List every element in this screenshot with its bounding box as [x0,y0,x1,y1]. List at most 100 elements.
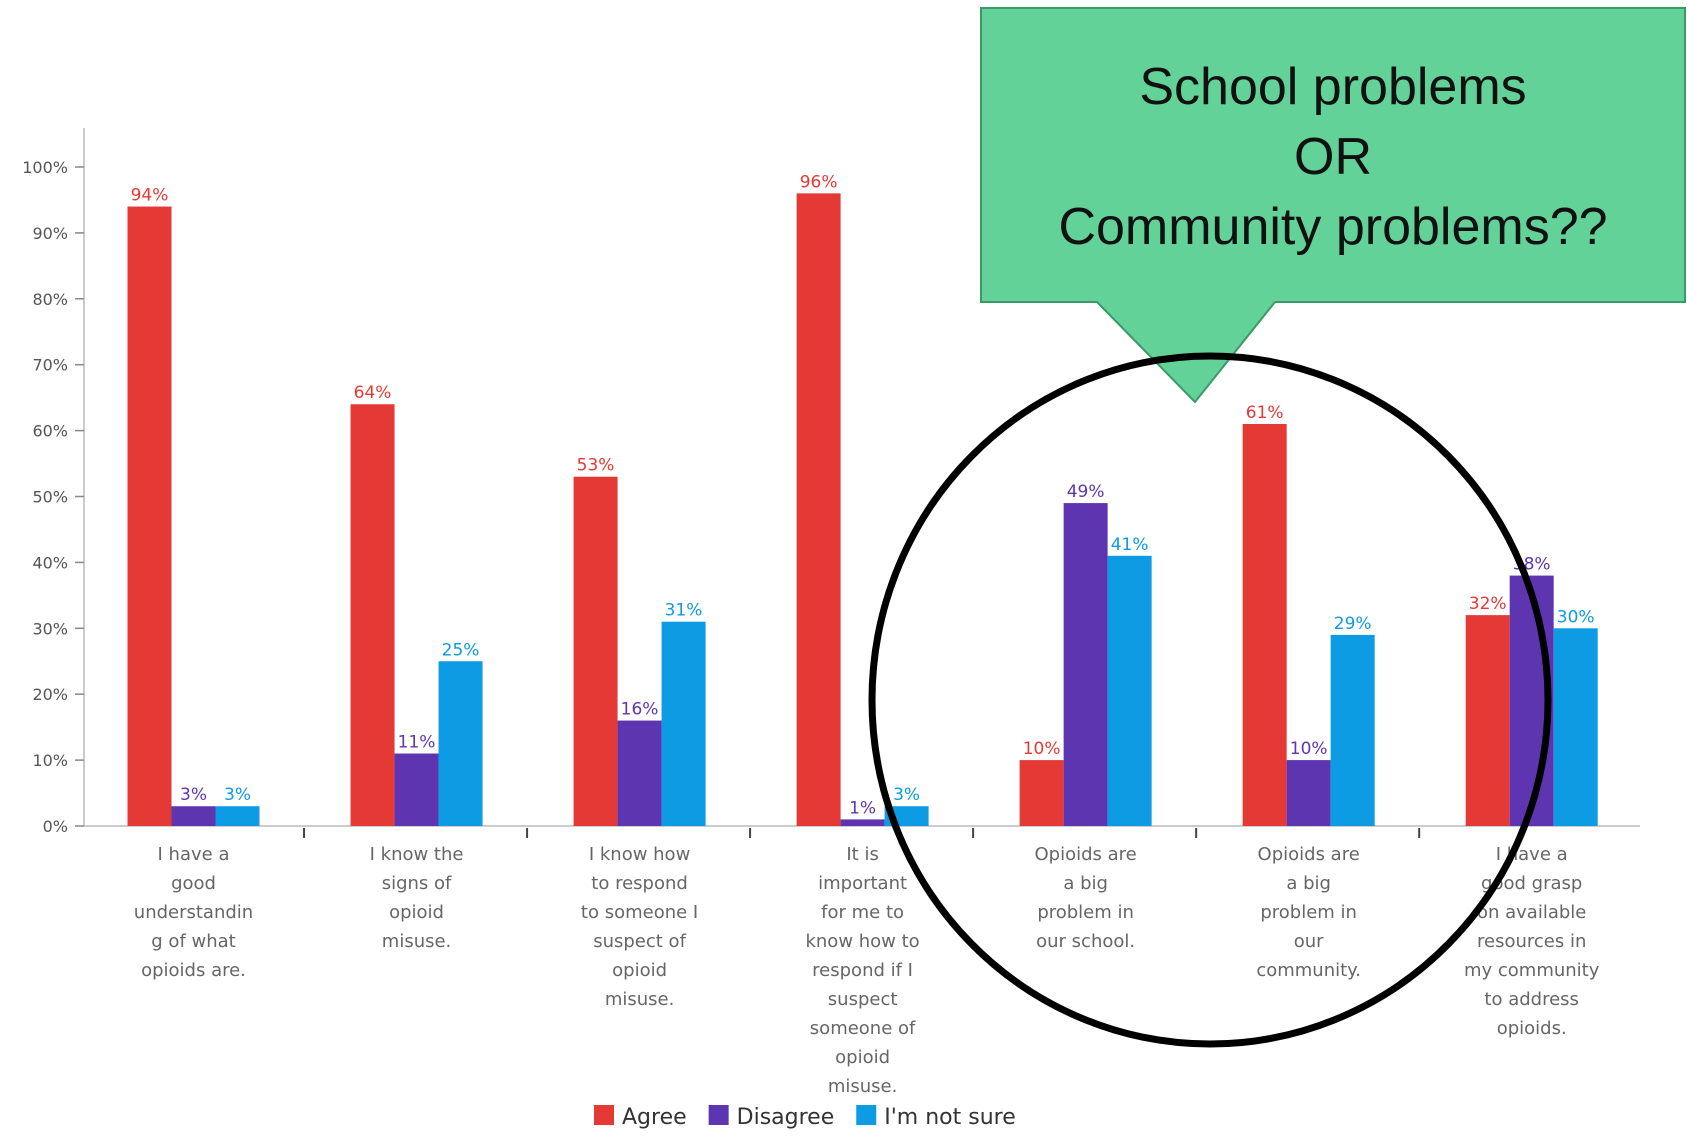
data-label: 64% [354,383,392,403]
y-tick-label: 100% [22,158,68,177]
category-label: to address [1484,989,1579,1010]
category-label: suspect [828,989,898,1010]
bar-disagree [1286,760,1331,826]
bar-i-m-not-sure [1330,634,1375,826]
category-label: I know the [370,844,464,865]
axis-layer: 0% 10% 20% 30% 40% 50% 60% 70% 80% 90% 100% [22,128,1640,838]
y-tick-label: 50% [32,488,68,507]
category-label: problem in [1260,902,1357,923]
data-label: 25% [442,640,480,660]
data-label: 96% [800,172,838,192]
legend-swatch [594,1105,614,1125]
category-label: for me to [821,902,904,923]
bar-agree [1465,615,1510,826]
category-label: important [818,873,907,894]
highlight-ellipse [868,352,1552,1048]
y-tick-label: 20% [32,685,68,704]
bar-agree [350,404,395,826]
data-label: 16% [621,700,659,720]
callout-bubble [980,7,1686,404]
category-label: our [1294,931,1324,952]
category-label: misuse. [382,931,452,952]
category-label: misuse. [605,989,675,1010]
category-label: opioid [389,902,444,923]
y-tick-label: 10% [32,751,68,770]
data-label: 61% [1246,403,1284,423]
category-label: I have a [158,844,230,865]
category-label: Opioids are [1258,844,1360,865]
y-tick-label: 60% [32,422,68,441]
data-label: 32% [1469,594,1507,614]
category-label: community. [1256,960,1361,981]
bar-agree [573,476,618,826]
bar-agree [127,206,172,827]
labels-layer: 94% 3% 3% I have a good understandin g of what… [131,172,1600,1097]
bar-agree [1019,760,1064,826]
bar-i-m-not-sure [215,806,260,826]
y-tick-label: 40% [32,553,68,572]
category-label: a big [1286,873,1331,894]
bar-i-m-not-sure [661,621,706,826]
category-label: Opioids are [1035,844,1137,865]
highlight-circle [868,352,1552,1048]
data-label: 53% [577,456,615,476]
legend-swatch [708,1105,729,1125]
data-label: 31% [665,601,703,621]
category-label: misuse. [828,1076,898,1097]
bars-layer [127,193,1598,827]
category-label: suspect of [593,931,686,952]
category-label: know how to [805,931,919,952]
callout: School problems OR Community problems?? [980,7,1686,404]
y-tick-label: 90% [32,224,68,243]
category-label: I know how [589,844,690,865]
data-label: 10% [1023,739,1061,759]
category-label: understandin [134,902,253,923]
data-label: 94% [131,186,169,206]
bar-i-m-not-sure [1107,555,1152,826]
callout-text: OR [1294,128,1372,186]
legend-label: Disagree [737,1105,835,1130]
y-tick-label: 30% [32,619,68,638]
category-label: good grasp [1481,873,1582,894]
category-label: to someone I [581,902,698,923]
legend-label: Agree [622,1105,687,1130]
bar-disagree [394,753,439,826]
category-label: good [171,873,216,894]
category-label: respond if I [812,960,913,981]
bar-disagree [171,806,216,826]
legend-label: I'm not sure [884,1105,1015,1130]
data-label: 29% [1334,614,1372,634]
category-label: resources in [1477,931,1586,952]
category-label: our school. [1036,931,1135,952]
category-label: signs of [382,873,452,894]
y-tick-label: 0% [43,817,68,836]
data-label: 10% [1290,739,1328,759]
category-label: my community [1464,960,1600,981]
callout-text: School problems [1139,58,1526,116]
y-tick-label: 70% [32,356,68,375]
bar-disagree [840,819,885,826]
bar-agree [1242,424,1287,826]
data-label: 49% [1067,482,1105,502]
category-label: opioids. [1497,1018,1567,1039]
category-label: someone of [810,1018,916,1039]
bar-i-m-not-sure [438,661,483,826]
category-label: to respond [591,873,688,894]
bar-agree [796,193,841,827]
data-label: 30% [1557,607,1595,627]
bar-disagree [617,720,662,826]
category-label: It is [846,844,878,865]
bar-disagree [1063,503,1108,826]
data-label: 41% [1111,535,1149,555]
data-label: 3% [893,785,920,805]
category-label: g of what [151,931,235,952]
legend: Agree Disagree I'm not sure [594,1105,1016,1130]
bar-i-m-not-sure [1553,628,1598,826]
legend-swatch [856,1105,877,1125]
data-label: 3% [224,785,251,805]
category-label: opioid [835,1047,890,1068]
category-label: opioid [612,960,667,981]
data-label: 11% [398,733,436,753]
category-label: a big [1063,873,1108,894]
